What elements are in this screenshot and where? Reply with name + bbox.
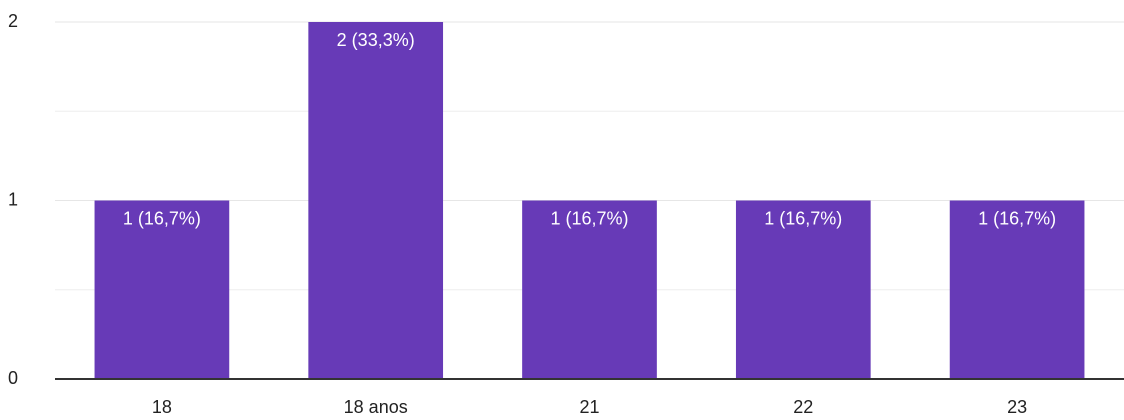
value-label: 1 (16,7%): [764, 208, 842, 228]
y-tick-label: 2: [8, 11, 18, 31]
bar: [735, 200, 871, 379]
value-label: 1 (16,7%): [550, 208, 628, 228]
x-tick-label: 18 anos: [344, 397, 408, 417]
value-label: 1 (16,7%): [978, 208, 1056, 228]
x-tick-label: 22: [793, 397, 813, 417]
x-tick-label: 23: [1007, 397, 1027, 417]
x-tick-label: 18: [152, 397, 172, 417]
y-tick-label: 0: [8, 368, 18, 388]
value-label: 2 (33,3%): [337, 30, 415, 50]
bar: [949, 200, 1085, 379]
value-label: 1 (16,7%): [123, 208, 201, 228]
bar: [94, 200, 230, 379]
bar: [308, 22, 444, 379]
bar: [522, 200, 657, 379]
x-tick-label: 21: [579, 397, 599, 417]
y-tick-label: 1: [8, 189, 18, 209]
